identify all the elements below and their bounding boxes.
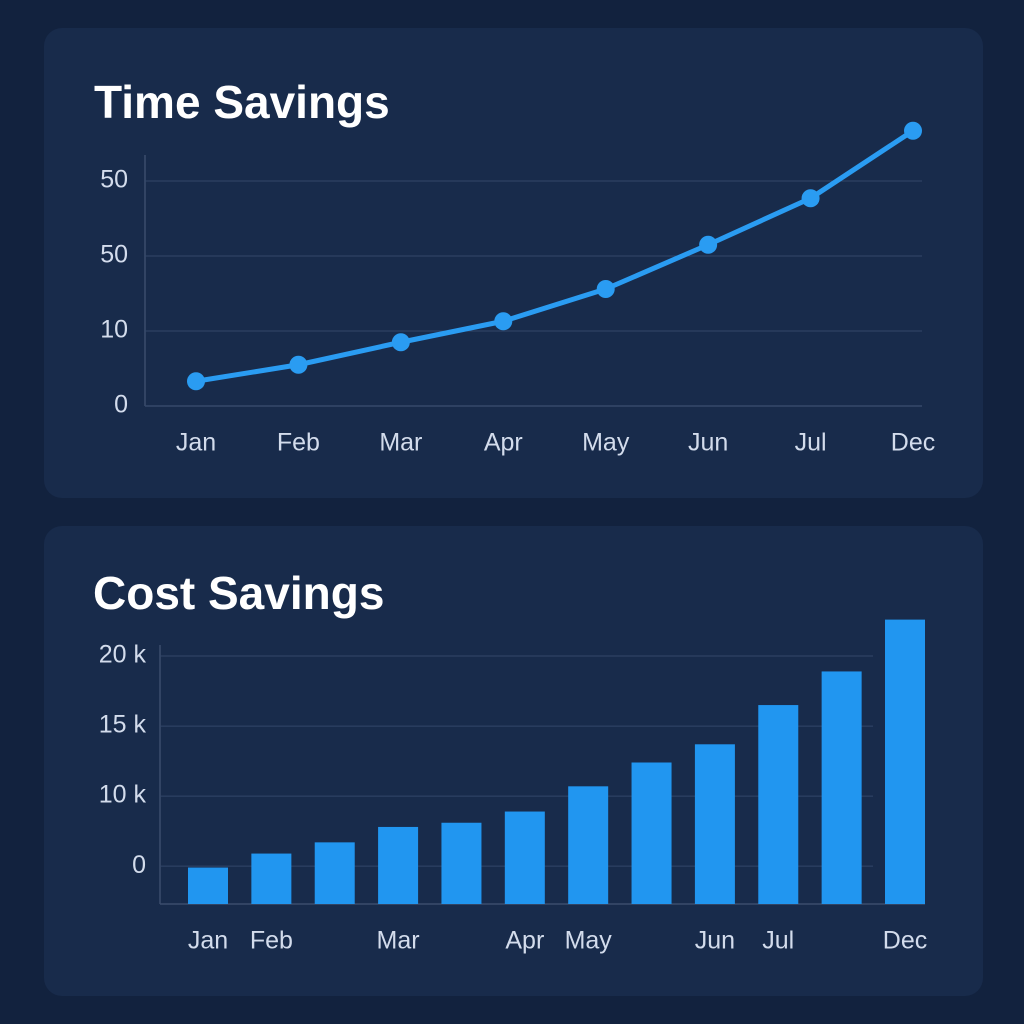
- x-tick-label: Apr: [505, 927, 544, 955]
- point: [801, 189, 820, 208]
- bar: [314, 842, 355, 904]
- x-tick-label: Dec: [883, 927, 927, 955]
- card: [44, 28, 983, 498]
- chart-title: Cost Savings: [93, 567, 384, 619]
- point: [187, 372, 205, 391]
- bar: [251, 853, 292, 904]
- bar: [821, 671, 862, 904]
- line: [193, 128, 916, 384]
- y-tick-label: 50: [100, 241, 128, 269]
- point: [904, 121, 922, 140]
- point: [699, 235, 718, 254]
- y-tick-label: 0: [114, 391, 128, 419]
- chart-title: Time Savings: [94, 76, 390, 128]
- y-tick-label: 20 k: [99, 641, 147, 669]
- x-tick-label: Mar: [377, 927, 420, 955]
- point: [391, 333, 410, 352]
- point: [596, 280, 615, 298]
- x-tick-label: Jul: [795, 429, 827, 457]
- x-tick-label: May: [582, 429, 630, 457]
- bar: [378, 826, 419, 904]
- y-tick-label: 50: [100, 166, 128, 194]
- x-tick-label: Feb: [277, 429, 320, 457]
- point: [289, 355, 308, 374]
- x-tick-label: Feb: [250, 927, 293, 955]
- y-tick-label: 10 k: [99, 781, 147, 809]
- x-tick-label: Mar: [379, 429, 422, 457]
- x-tick-label: Jun: [688, 429, 728, 457]
- bar: [758, 705, 799, 904]
- bar: [441, 822, 482, 904]
- y-tick-label: 10: [100, 316, 128, 344]
- x-tick-label: May: [565, 927, 613, 955]
- bar: [568, 786, 609, 904]
- bar: [188, 867, 228, 904]
- bar: [504, 811, 545, 904]
- x-tick-label: Apr: [484, 429, 523, 457]
- x-tick-label: Jan: [176, 429, 216, 457]
- bar: [885, 619, 925, 904]
- y-tick-label: 0: [132, 851, 146, 879]
- point: [494, 312, 513, 331]
- bar: [694, 744, 735, 904]
- x-tick-label: Jul: [762, 927, 794, 955]
- x-tick-label: Jun: [695, 927, 735, 955]
- x-tick-label: Dec: [891, 429, 935, 457]
- y-tick-label: 15 k: [99, 711, 147, 739]
- bar: [631, 762, 672, 904]
- x-tick-label: Jan: [188, 927, 228, 955]
